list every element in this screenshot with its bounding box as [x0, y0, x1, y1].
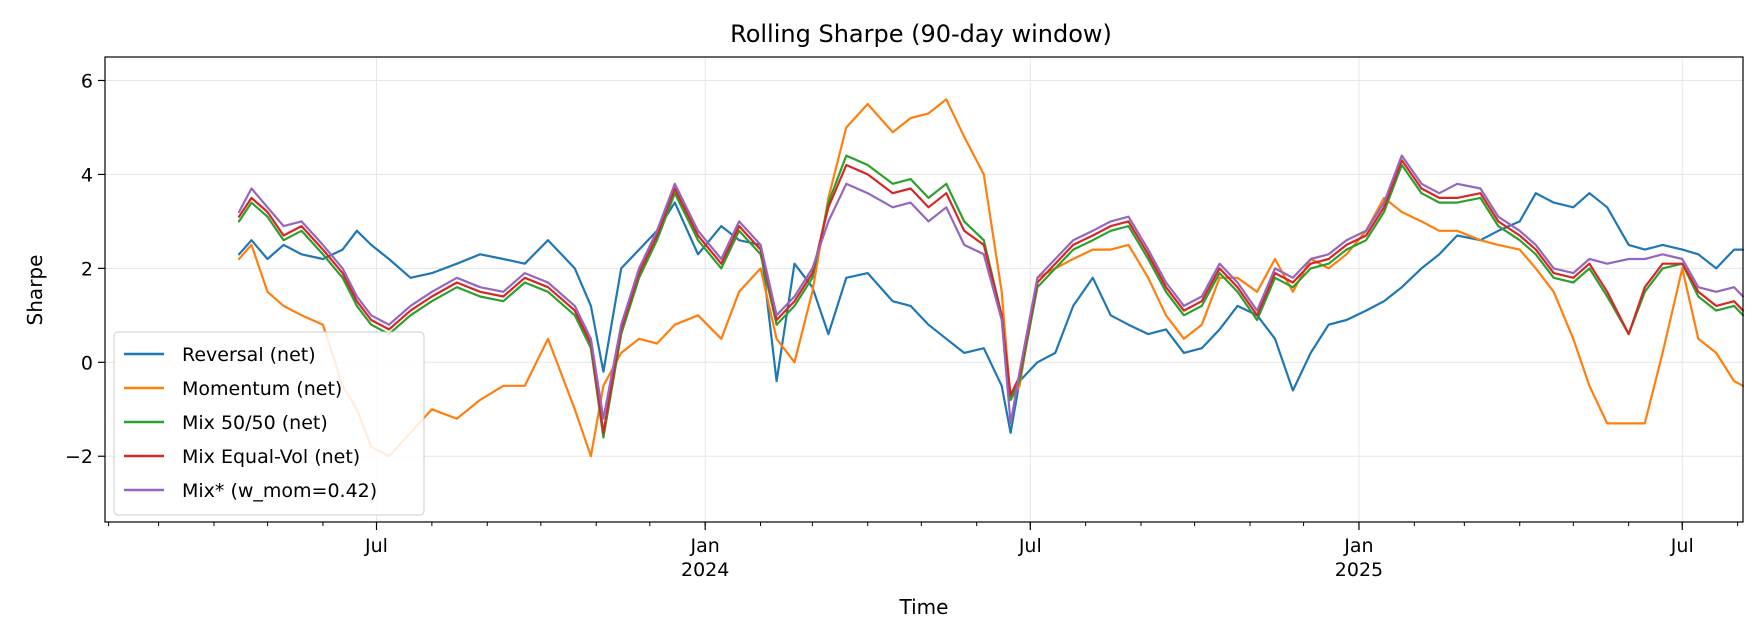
legend-label: Reversal (net)	[182, 344, 316, 366]
x-axis-label: Time	[899, 595, 949, 619]
series-lines	[237, 98, 1745, 458]
x-tick-label: Jul	[364, 535, 388, 557]
y-tick-label: 2	[81, 258, 93, 280]
y-tick-label: −2	[65, 446, 93, 468]
series-line-4	[237, 159, 1745, 434]
series-line-5	[237, 154, 1745, 425]
x-tick-label: Jan	[690, 535, 720, 557]
y-tick-label: 0	[81, 352, 93, 374]
y-axis-label: Sharpe	[23, 255, 47, 326]
y-tick-label: 4	[81, 164, 93, 186]
legend-label: Momentum (net)	[182, 378, 342, 400]
plot-frame	[104, 56, 1744, 523]
x-tick-label: Jul	[1670, 535, 1694, 557]
legend-label: Mix* (w_mom=0.42)	[182, 480, 377, 502]
chart-title: Rolling Sharpe (90-day window)	[730, 20, 1112, 48]
y-tick-label: 6	[81, 70, 93, 92]
x-tick-label: Jan	[1343, 535, 1373, 557]
legend-label: Mix 50/50 (net)	[182, 412, 328, 434]
x-tick-year-label: 2024	[681, 559, 729, 581]
legend: Reversal (net) Momentum (net) Mix 50/50 (n…	[113, 331, 425, 516]
legend-label: Mix Equal-Vol (net)	[182, 446, 360, 468]
x-tick-label: Jul	[1018, 535, 1042, 557]
legend-box	[113, 331, 425, 516]
x-tick-year-label: 2025	[1335, 559, 1383, 581]
series-line-3	[237, 154, 1745, 439]
series-line-1	[237, 192, 1745, 434]
